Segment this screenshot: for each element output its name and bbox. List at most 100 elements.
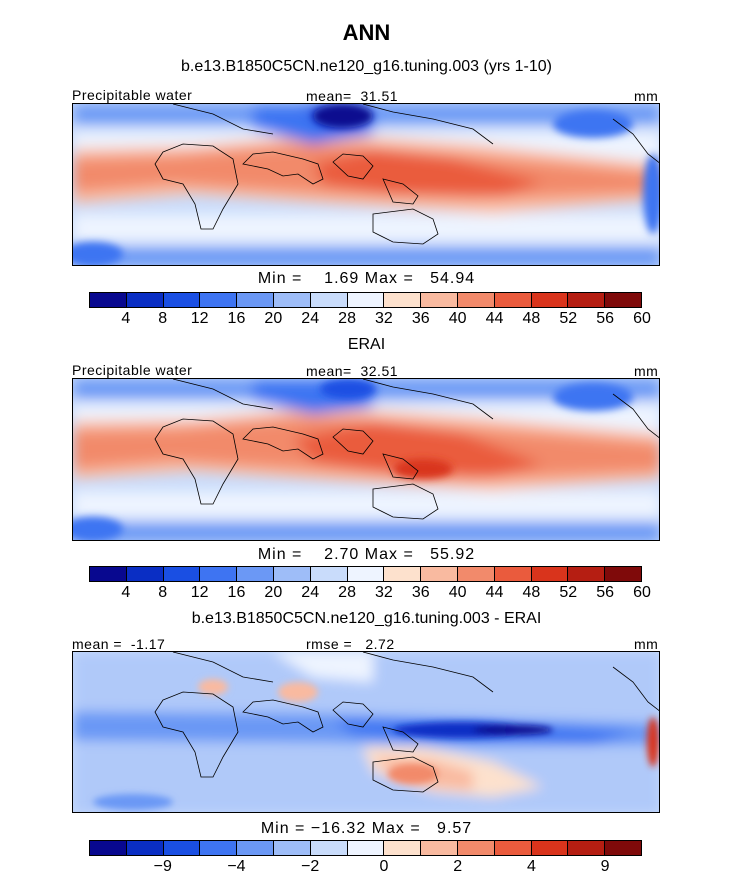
panel1-stats: Min = 1.69 Max = 54.94 — [0, 270, 733, 288]
panel1-colorbar-tick: 8 — [158, 310, 168, 327]
panel2-colorbar — [89, 566, 642, 582]
panel2-colorbar-tick: 16 — [227, 584, 246, 601]
panel2-map — [72, 378, 660, 541]
panel2-colorbar-cell — [421, 567, 458, 581]
panel1-mean-label: mean= — [306, 88, 352, 104]
panel1-colorbar-ticks: 4 8 12 16 20 24 28 32 36 40 44 48 52 56 60 — [89, 310, 650, 330]
panel3-map — [72, 651, 660, 813]
panel1-colorbar-tick: 52 — [559, 310, 578, 327]
panel2-stats: Min = 2.70 Max = 55.92 — [0, 546, 733, 564]
panel3-max-value: 9.57 — [437, 820, 473, 837]
panel1-colorbar-cell — [126, 293, 164, 307]
panel1-colorbar-tick: 20 — [264, 310, 283, 327]
panel2-colorbar-ticks: 4 8 12 16 20 24 28 32 36 40 44 48 52 56 60 — [89, 584, 650, 604]
panel2-colorbar-tick: 8 — [158, 584, 168, 601]
panel3-colorbar-tick: −2 — [301, 858, 320, 875]
panel3-colorbar-cell — [126, 841, 164, 855]
panel1-colorbar-tick: 36 — [411, 310, 430, 327]
panel2-mean: mean= 32.51 — [306, 363, 398, 379]
panel1-colorbar-cell — [605, 293, 641, 307]
panel3-colorbar-cell — [568, 841, 606, 855]
panel2-colorbar-tick: 32 — [375, 584, 393, 601]
panel3-colorbar-cell — [347, 841, 385, 855]
panel2-mean-label: mean= — [306, 363, 352, 379]
panel3-colorbar-cell — [421, 841, 458, 855]
panel1-variable-label: Precipitable water — [72, 87, 193, 103]
panel2-colorbar-cell — [126, 567, 164, 581]
panel1-colorbar-cell — [310, 293, 348, 307]
panel2-mean-value: 32.51 — [360, 363, 399, 379]
panel3-rmse-label: rmse = — [306, 636, 353, 652]
panel3-colorbar-ticks: −9 −4 −2 0 2 4 9 — [89, 858, 642, 878]
panel3-colorbar-cell — [163, 841, 201, 855]
panel1-colorbar-cell — [531, 293, 569, 307]
panel2-max-value: 55.92 — [430, 546, 476, 563]
panel2-colorbar-cell — [200, 567, 238, 581]
panel3-min-value: −16.32 — [310, 820, 367, 837]
panel3-rmse-value: 2.72 — [365, 636, 395, 652]
panel1-max-label: Max = — [364, 270, 414, 287]
panel2-colorbar-cell — [457, 567, 495, 581]
panel1-colorbar-tick: 12 — [190, 310, 209, 327]
panel1-colorbar-tick: 24 — [301, 310, 320, 327]
panel2-colorbar-tick: 4 — [121, 584, 131, 601]
panel3-colorbar-cell — [605, 841, 641, 855]
panel1-colorbar-cell — [200, 293, 238, 307]
panel1-colorbar-tick: 44 — [485, 310, 504, 327]
panel3-colorbar-tick: 0 — [379, 858, 389, 875]
panel2-colorbar-tick: 52 — [559, 584, 578, 601]
panel3-colorbar-cell — [457, 841, 495, 855]
panel2-colorbar-cell — [347, 567, 385, 581]
panel2-min-value: 2.70 — [324, 546, 360, 563]
panel1-colorbar-cell — [237, 293, 274, 307]
panel1-colorbar-cell — [384, 293, 422, 307]
panel2-colorbar-tick: 36 — [411, 584, 430, 601]
panel1-max-value: 54.94 — [430, 270, 476, 287]
panel3-colorbar-cell — [384, 841, 422, 855]
panel1-colorbar-cell — [273, 293, 311, 307]
panel1-min-value: 1.69 — [324, 270, 360, 287]
panel2-colorbar-tick: 56 — [596, 584, 615, 601]
panel3-colorbar-tick: −4 — [227, 858, 246, 875]
panel3-colorbar-cell — [237, 841, 274, 855]
panel1-colorbar — [89, 292, 642, 308]
panel2-colorbar-cell — [531, 567, 569, 581]
panel1-colorbar-cell — [90, 293, 127, 307]
panel3-colorbar-cell — [310, 841, 348, 855]
panel2-colorbar-tick: 20 — [264, 584, 283, 601]
panel3-colorbar-cell — [273, 841, 311, 855]
panel3-max-label: Max = — [371, 820, 421, 837]
panel2-variable-label: Precipitable water — [72, 362, 193, 378]
panel2-colorbar-cell — [494, 567, 532, 581]
panel1-colorbar-tick: 48 — [522, 310, 541, 327]
panel3-rmse: rmse = 2.72 — [306, 636, 395, 652]
panel1-colorbar-cell — [457, 293, 495, 307]
panel1-colorbar-cell — [494, 293, 532, 307]
panel3-units: mm — [634, 636, 659, 652]
panel1-colorbar-tick: 56 — [596, 310, 615, 327]
panel2-title: ERAI — [347, 336, 386, 353]
panel2-colorbar-cell — [90, 567, 127, 581]
panel1-colorbar-cell — [163, 293, 201, 307]
panel3-colorbar-tick: 4 — [526, 858, 536, 875]
panel2-colorbar-tick: 48 — [522, 584, 541, 601]
panel1-title: b.e13.B1850C5CN.ne120_g16.tuning.003 (yr… — [181, 58, 552, 75]
panel3-colorbar-tick: 2 — [453, 858, 463, 875]
panel3-colorbar-tick: −9 — [153, 858, 172, 875]
panel3-colorbar-cell — [531, 841, 569, 855]
panel3-mean-label: mean = — [72, 636, 123, 652]
panel1-colorbar-cell — [347, 293, 385, 307]
panel3-colorbar-cell — [200, 841, 238, 855]
panel3-colorbar-tick: 9 — [600, 858, 610, 875]
panel2-colorbar-tick: 44 — [485, 584, 504, 601]
panel1-colorbar-tick: 16 — [227, 310, 246, 327]
panel1-mean-value: 31.51 — [360, 88, 399, 104]
panel1-colorbar-tick: 28 — [338, 310, 356, 327]
panel2-colorbar-cell — [273, 567, 311, 581]
panel2-colorbar-tick: 12 — [190, 584, 209, 601]
panel2-colorbar-cell — [605, 567, 641, 581]
panel3-colorbar-cell — [90, 841, 127, 855]
panel1-colorbar-tick: 40 — [448, 310, 467, 327]
panel1-colorbar-tick: 32 — [375, 310, 393, 327]
panel3-colorbar-cell — [494, 841, 532, 855]
